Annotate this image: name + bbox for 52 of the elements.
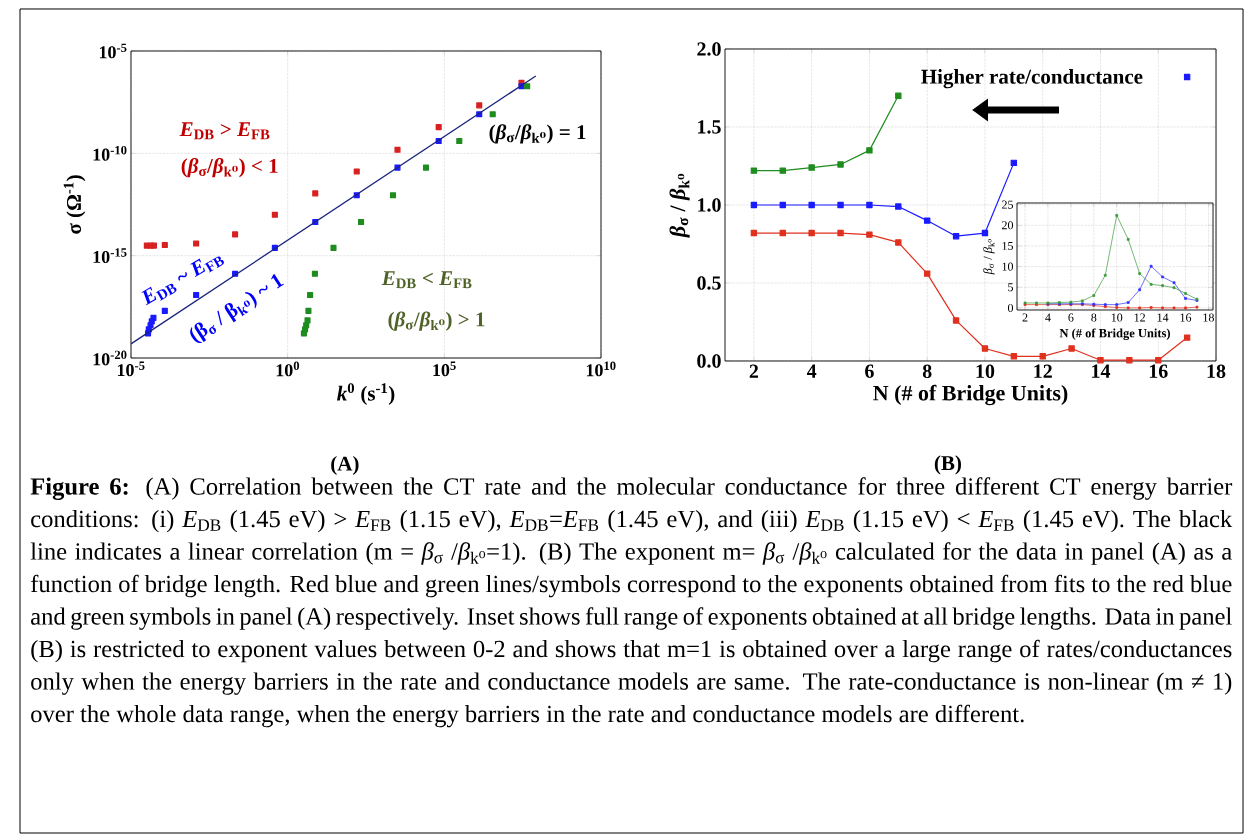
x-tick-label: 10	[976, 364, 995, 379]
y-tick-label: 15	[1002, 241, 1014, 250]
x-tick-label: 18	[1207, 364, 1226, 379]
x-tick-label: 2	[749, 364, 759, 378]
y-tick-label: 10	[1002, 262, 1014, 271]
y-axis-title: β$_{σ}$ / β$_{k⁰}$	[983, 239, 995, 275]
y-tick-label: 10$^{-5}$	[99, 43, 127, 59]
x-tick-label: 16	[1149, 364, 1168, 378]
y-axis-title: β$_{σ}$ / β$_{k⁰}$	[669, 173, 690, 238]
y-tick-label: 10$^{-15}$	[93, 248, 127, 264]
annotation: E$_{DB}$ > E$_{FB}$	[179, 122, 270, 140]
annotation: E$_{DB}$ ~ E$_{FB}$	[141, 256, 224, 306]
x-axis-title: N (# of Bridge Units)	[1059, 328, 1171, 341]
y-axis-title: σ (Ω$^{-1}$)	[63, 175, 86, 234]
x-tick-label: 6	[1068, 313, 1074, 322]
x-axis-title: N (# of Bridge Units)	[873, 384, 1068, 406]
y-tick-label: 20	[1002, 221, 1014, 230]
x-tick-label: 10	[1111, 313, 1123, 322]
annotation: E$_{DB}$ < E$_{FB}$	[381, 271, 472, 289]
text: (A)	[331, 455, 359, 475]
x-axis-title: k$^{0}$ (s$^{-1}$)	[337, 383, 395, 405]
x-tick-label: 14	[1157, 313, 1169, 322]
x-tick-label: 4	[806, 364, 817, 378]
x-tick-label: 12	[1134, 313, 1145, 322]
x-tick-label: 10$^{10}$	[586, 361, 616, 377]
x-tick-label: 14	[1092, 364, 1111, 378]
x-tick-label: 2	[1022, 313, 1028, 322]
x-tick-label: 10$^{-5}$	[117, 361, 145, 377]
x-tick-label: 4	[1045, 313, 1051, 322]
y-tick-label: 2.0	[697, 42, 721, 56]
text: Figure 6: (A) Correlation between the CT rate and the molecular conductance for three different CT energy barrier conditions: (i) E$_{DB}$ (1.45 eV) > E$_{FB}$ (1.15 eV), E$_{DB}$=E$_{FB}$ (1.45 eV), and (iii) E$_{DB}$ (1.15 eV) < E$_{FB}$ (1.45 eV). The black line indicates a linear correlation (m = β$_{σ}$ /β$_{k⁰}$=1). (B) The exponent m= β$_{σ}$ /β$_{k⁰}$ calculated for the data in panel (A) as a function of bridge length. Red blue and green lines/symbols correspond to the exponents obtained from fits to the red blue and green symbols in panel (A) respectively. Inset shows full range of exponents obtained at all bridge lengths. Data in panel (B) is restricted to exponent values between 0-2 and shows that m=1 is obtained over a large range of rates/conductances only when the energy barriers in the rate and conductance models are same. The rate-conductance is non-linear (m ≠ 1) over the whole data range, when the energy barriers in the rate and conductance models are different.	[30, 477, 1233, 728]
y-tick-label: 0.0	[697, 354, 721, 368]
text: (B)	[934, 455, 961, 475]
annotation: (β$_{σ}$/β$_{k⁰}$) > 1	[388, 311, 485, 331]
y-tick-label: 0	[1007, 303, 1014, 312]
annotation: Higher rate/conductance	[921, 69, 1143, 89]
y-tick-label: 25	[1002, 200, 1014, 209]
x-tick-label: 10$^{0}$	[276, 361, 300, 377]
x-tick-label: 8	[1091, 313, 1097, 322]
x-tick-label: 10$^{5}$	[433, 361, 456, 377]
x-tick-label: 18	[1203, 313, 1214, 322]
annotation: (β$_{σ}$/β$_{k⁰}$) = 1	[489, 124, 586, 144]
y-tick-label: 1.5	[698, 120, 721, 134]
annotation: (β$_{σ}$/β$_{k⁰}$) < 1	[181, 158, 278, 178]
x-tick-label: 12	[1034, 364, 1052, 378]
x-tick-label: 16	[1180, 313, 1192, 322]
y-tick-label: 0.5	[697, 276, 721, 290]
y-tick-label: 5	[1008, 283, 1014, 292]
x-tick-label: 8	[922, 364, 932, 379]
x-tick-label: 6	[865, 364, 874, 378]
y-tick-label: 1.0	[698, 198, 721, 212]
y-tick-label: 10$^{-10}$	[93, 145, 127, 161]
